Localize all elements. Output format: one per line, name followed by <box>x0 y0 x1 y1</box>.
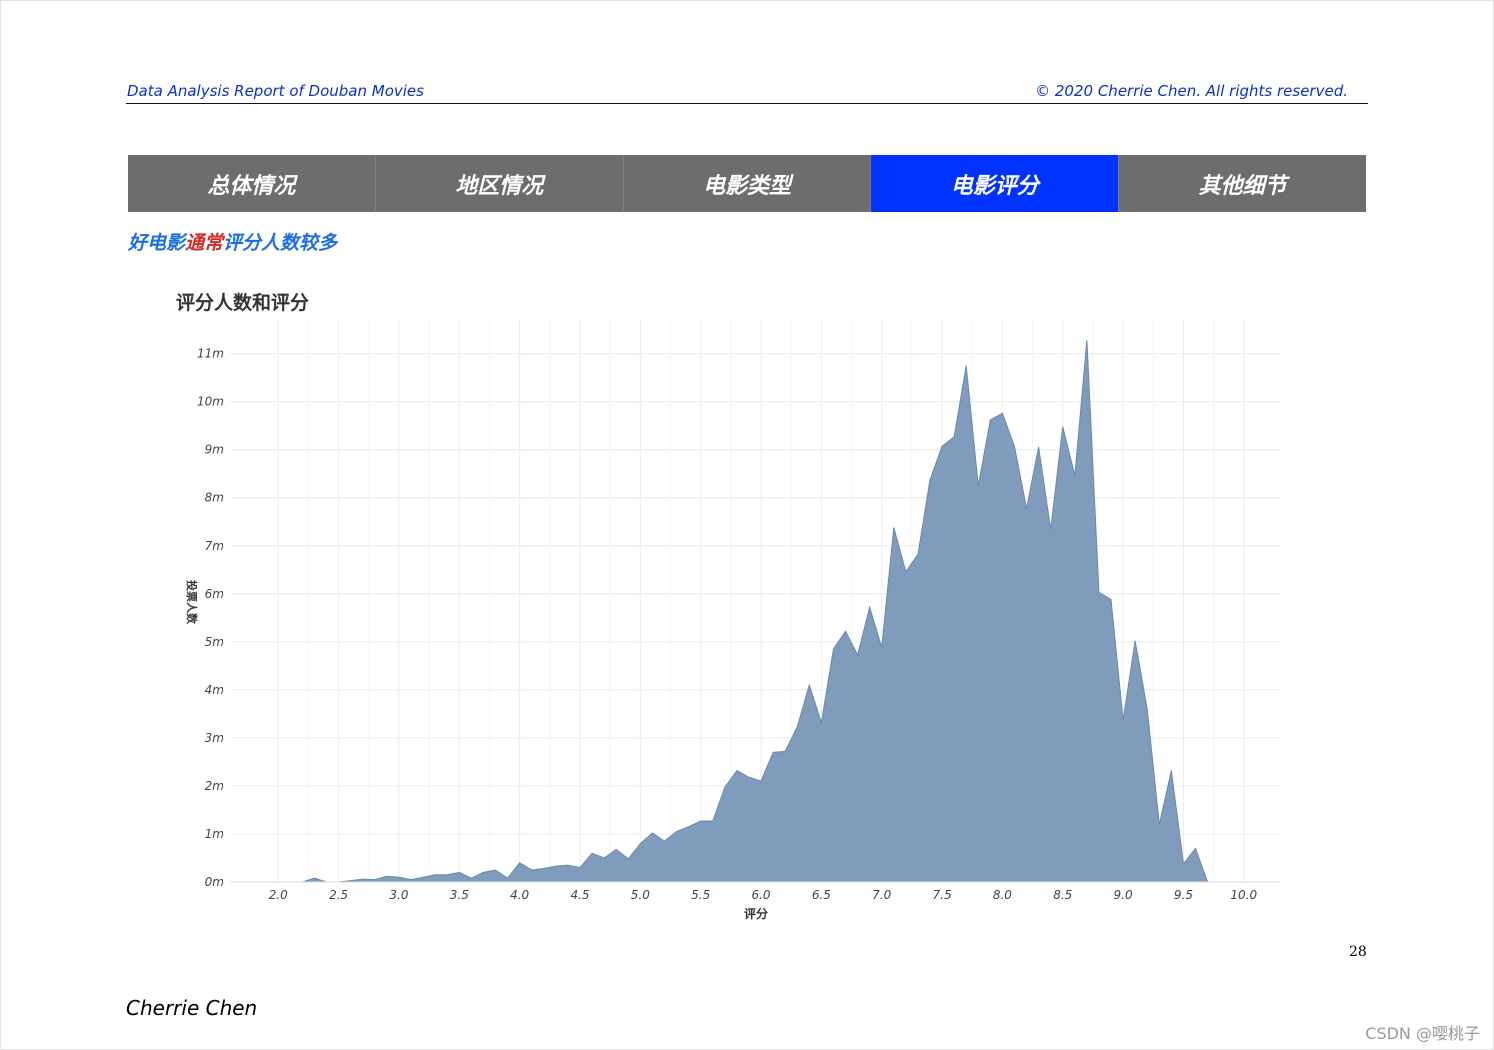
y-tick-label: 11m <box>197 347 224 361</box>
y-tick-label: 1m <box>205 827 224 841</box>
x-tick-label: 5.5 <box>691 888 710 902</box>
tab-overview[interactable]: 总体情况 <box>128 155 376 212</box>
x-tick-labels: 2.0 2.5 3.0 3.5 4.0 4.5 5.0 5.5 6.0 6.5 7.0 7.5 8.0 8… <box>269 888 1258 902</box>
x-tick-label: 6.5 <box>812 888 831 902</box>
y-axis-label: 投票人数 <box>185 580 199 625</box>
x-axis-label: 评分 <box>744 906 768 921</box>
headline: 好电影通常评分人数较多 <box>128 228 337 255</box>
x-tick-label: 2.5 <box>329 888 348 902</box>
x-tick-label: 8.5 <box>1053 888 1072 902</box>
headline-part1: 好电影 <box>128 232 186 254</box>
x-tick-label: 2.0 <box>269 888 288 902</box>
y-tick-label: 9m <box>205 443 224 457</box>
y-tick-label: 7m <box>205 539 224 553</box>
x-tick-label: 9.0 <box>1114 888 1133 902</box>
watermark: CSDN @嘤桃子 <box>1365 1024 1480 1043</box>
x-tick-label: 8.0 <box>993 888 1012 902</box>
x-tick-label: 4.0 <box>510 888 529 902</box>
headline-part3: 评分人数较多 <box>223 232 338 254</box>
x-tick-label: 6.0 <box>751 888 770 902</box>
tab-genre[interactable]: 电影类型 <box>623 155 872 212</box>
y-tick-label: 4m <box>205 683 224 697</box>
report-title: Data Analysis Report of Douban Movies <box>127 82 424 100</box>
x-tick-label: 7.0 <box>872 888 891 902</box>
y-tick-labels: 0m 1m 2m 3m 4m 5m 6m 7m 8m 9m 10m 11m <box>197 347 224 889</box>
y-tick-label: 2m <box>205 779 224 793</box>
rating-votes-area <box>302 340 1209 883</box>
tab-details[interactable]: 其他细节 <box>1119 155 1366 212</box>
page-number: 28 <box>1349 944 1367 960</box>
copyright: © 2020 Cherrie Chen. All rights reserved… <box>1035 82 1348 100</box>
x-tick-label: 3.5 <box>450 888 469 902</box>
y-tick-label: 3m <box>205 731 224 745</box>
author-name: Cherrie Chen <box>126 996 258 1020</box>
y-tick-label: 8m <box>205 491 224 505</box>
x-tick-label: 5.0 <box>631 888 650 902</box>
headline-highlight: 通常 <box>185 232 224 254</box>
tab-rating[interactable]: 电影评分 <box>871 155 1120 212</box>
x-tick-label: 4.5 <box>570 888 589 902</box>
rating-votes-area-chart: 2.0 2.5 3.0 3.5 4.0 4.5 5.0 5.5 6.0 6.5 7.0 7.5 8.0 8… <box>185 320 1280 921</box>
y-tick-label: 10m <box>197 395 224 409</box>
chart-title: 评分人数和评分 <box>176 292 310 314</box>
x-tick-label: 7.5 <box>933 888 952 902</box>
header-rule <box>126 103 1368 104</box>
tab-region[interactable]: 地区情况 <box>375 155 624 212</box>
area-layer <box>230 340 1280 883</box>
section-tabs: 总体情况 地区情况 电影类型 电影评分 其他细节 <box>128 155 1366 212</box>
x-tick-label: 9.5 <box>1174 888 1193 902</box>
y-tick-label: 6m <box>205 587 224 601</box>
y-tick-label: 0m <box>205 875 224 889</box>
x-tick-label: 3.0 <box>389 888 408 902</box>
y-tick-label: 5m <box>205 635 224 649</box>
x-tick-label: 10.0 <box>1230 888 1257 902</box>
